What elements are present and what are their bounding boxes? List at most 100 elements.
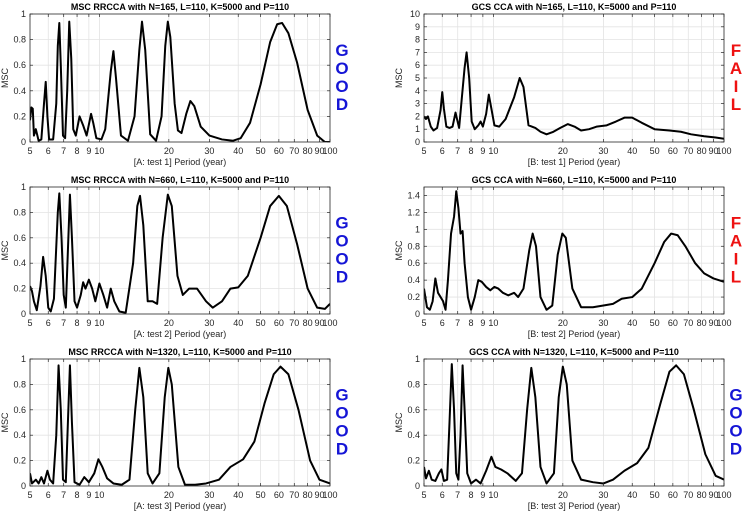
y-tick-label: 0 xyxy=(415,137,420,147)
x-tick-label: 90 xyxy=(314,318,324,328)
y-tick-label: 0.2 xyxy=(13,284,26,294)
y-tick-label: 0.6 xyxy=(13,60,26,70)
verdict-letter: G xyxy=(335,386,348,405)
x-tick-label: 6 xyxy=(46,318,51,328)
axes-box xyxy=(29,358,331,487)
verdict-letter: F xyxy=(731,214,741,233)
series-line-1 xyxy=(30,192,330,314)
axes-box xyxy=(29,186,331,315)
x-tick-label: 30 xyxy=(598,318,608,328)
x-tick-label: 60 xyxy=(668,146,678,156)
x-tick-label: 9 xyxy=(86,318,91,328)
verdict-letter: D xyxy=(336,95,348,114)
x-tick-label: 30 xyxy=(204,318,214,328)
x-tick-label: 5 xyxy=(27,490,32,500)
verdict-letter: F xyxy=(731,41,741,60)
series-line-1 xyxy=(424,51,724,140)
y-tick-label: 0.8 xyxy=(407,379,420,389)
x-axis-label: [A: test 3] Period (year) xyxy=(134,501,227,511)
chart-title: MSC RRCCA with N=165, L=110, K=5000 and … xyxy=(71,2,289,12)
x-tick-label: 7 xyxy=(61,318,66,328)
verdict-letter: O xyxy=(335,232,348,251)
y-tick-label: 2 xyxy=(415,111,420,121)
x-tick-label: 50 xyxy=(650,318,660,328)
x-tick-label: 7 xyxy=(61,146,66,156)
verdict-letter: I xyxy=(734,77,739,96)
x-tick-label: 40 xyxy=(627,490,637,500)
x-tick-label: 30 xyxy=(204,146,214,156)
y-tick-label: 1 xyxy=(415,224,420,234)
plot-area xyxy=(30,187,330,314)
y-tick-label: 5 xyxy=(415,73,420,83)
y-tick-label: 1.2 xyxy=(407,207,420,217)
x-tick-label: 90 xyxy=(708,146,718,156)
plot-area xyxy=(424,359,724,486)
chart-title: MSC RRCCA with N=1320, L=110, K=5000 and… xyxy=(68,347,291,357)
x-tick-label: 20 xyxy=(558,490,568,500)
x-tick-label: 20 xyxy=(164,490,174,500)
axes-box xyxy=(29,13,331,143)
plot-area xyxy=(30,14,330,142)
verdict-letter: D xyxy=(336,440,348,459)
x-tick-label: 10 xyxy=(94,318,104,328)
chart-title: GCS CCA with N=165, L=110, K=5000 and P=… xyxy=(472,2,677,12)
y-tick-label: 0 xyxy=(415,481,420,491)
y-tick-label: 0.6 xyxy=(407,258,420,268)
series-line-1 xyxy=(424,190,724,311)
x-tick-label: 10 xyxy=(488,318,498,328)
x-tick-label: 10 xyxy=(488,146,498,156)
x-tick-label: 7 xyxy=(61,490,66,500)
x-tick-label: 60 xyxy=(274,490,284,500)
y-tick-label: 7 xyxy=(415,47,420,57)
y-tick-label: 0 xyxy=(21,481,26,491)
x-tick-label: 70 xyxy=(683,490,693,500)
verdict-letter: O xyxy=(335,422,348,441)
x-tick-label: 6 xyxy=(440,490,445,500)
verdict-letter: A xyxy=(730,59,742,78)
x-tick-label: 6 xyxy=(46,490,51,500)
y-tick-label: 0.2 xyxy=(13,111,26,121)
x-axis-label: [B: test 1] Period (year) xyxy=(528,157,621,167)
verdict-letter: G xyxy=(729,386,742,405)
x-tick-label: 100 xyxy=(322,490,337,500)
y-tick-label: 0.8 xyxy=(407,241,420,251)
plot-area xyxy=(424,187,724,314)
x-tick-label: 100 xyxy=(322,146,337,156)
x-tick-label: 70 xyxy=(289,146,299,156)
verdict-letter: G xyxy=(335,41,348,60)
chart-title: MSC RRCCA with N=660, L=110, K=5000 and … xyxy=(71,175,289,185)
y-tick-label: 3 xyxy=(415,99,420,109)
x-tick-label: 70 xyxy=(289,318,299,328)
x-tick-label: 90 xyxy=(314,146,324,156)
plot-area xyxy=(30,359,330,486)
chart-panel-2: 5 6 7 8 9 10 20 30 40 50 60 70 80 90100012345678910GC… xyxy=(394,2,742,167)
x-tick-label: 40 xyxy=(627,318,637,328)
x-tick-label: 20 xyxy=(558,318,568,328)
x-tick-label: 20 xyxy=(558,146,568,156)
y-tick-label: 0.2 xyxy=(407,456,420,466)
y-tick-label: 0.6 xyxy=(407,405,420,415)
x-tick-label: 70 xyxy=(289,490,299,500)
y-tick-label: 0 xyxy=(21,137,26,147)
x-tick-label: 100 xyxy=(322,318,337,328)
x-tick-label: 50 xyxy=(650,146,660,156)
x-tick-label: 60 xyxy=(668,318,678,328)
x-tick-label: 50 xyxy=(256,318,266,328)
x-tick-label: 40 xyxy=(233,146,243,156)
x-tick-label: 30 xyxy=(204,490,214,500)
x-tick-label: 80 xyxy=(697,318,707,328)
x-tick-label: 50 xyxy=(256,490,266,500)
x-tick-label: 5 xyxy=(27,146,32,156)
y-tick-label: 0.6 xyxy=(13,233,26,243)
x-tick-label: 8 xyxy=(469,490,474,500)
x-tick-label: 7 xyxy=(455,318,460,328)
x-tick-label: 30 xyxy=(598,146,608,156)
x-tick-label: 5 xyxy=(27,318,32,328)
x-tick-label: 8 xyxy=(469,146,474,156)
x-tick-label: 90 xyxy=(708,490,718,500)
x-tick-label: 6 xyxy=(440,146,445,156)
x-tick-label: 10 xyxy=(94,146,104,156)
x-tick-label: 9 xyxy=(480,146,485,156)
